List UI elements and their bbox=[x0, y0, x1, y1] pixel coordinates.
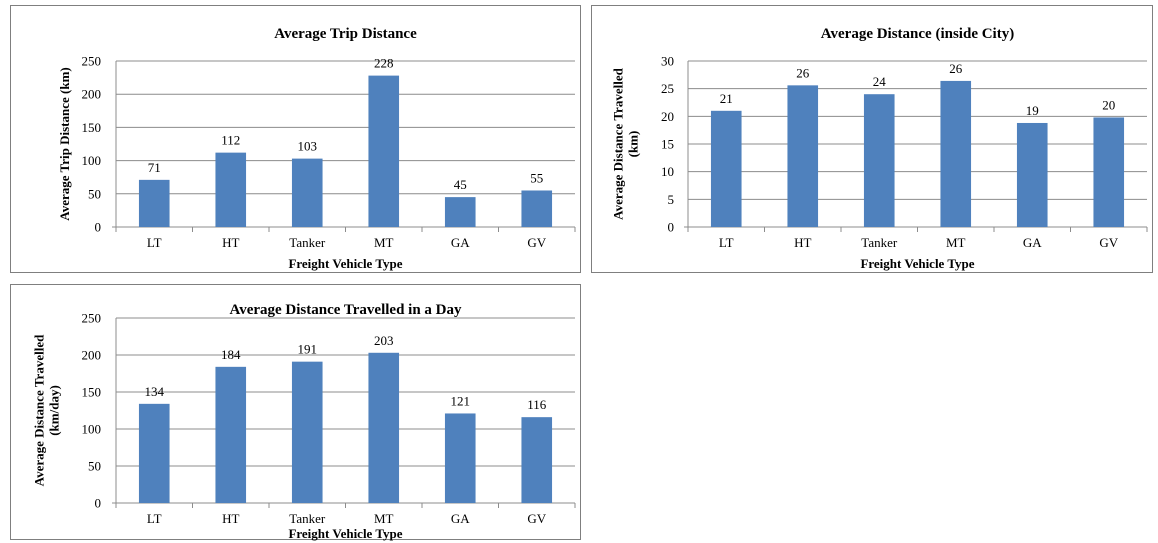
y-axis-label: Average Trip Distance (km) bbox=[57, 67, 72, 220]
bar-tanker bbox=[863, 94, 895, 227]
x-category-label: GV bbox=[1099, 235, 1118, 250]
chart-svg-distance-per-day: 0 50 100 150 200 250 LT 134 HT 184 Tanker 191 MT 203 G… bbox=[32, 302, 576, 541]
bar-ht bbox=[215, 366, 247, 503]
x-category-label: HT bbox=[794, 235, 811, 250]
x-category-label: LT bbox=[719, 235, 734, 250]
bar-gv bbox=[1093, 117, 1125, 227]
x-category-label: GV bbox=[527, 235, 546, 250]
x-category-label: MT bbox=[946, 235, 966, 250]
x-axis-label: Freight Vehicle Type bbox=[288, 256, 402, 271]
data-label: 112 bbox=[221, 133, 240, 148]
x-category-label: HT bbox=[222, 235, 239, 250]
y-tick-label: 5 bbox=[668, 192, 675, 207]
data-label: 26 bbox=[796, 65, 810, 80]
y-tick-label: 20 bbox=[661, 109, 674, 124]
y-axis-label: Average Distance Travelled bbox=[611, 67, 626, 219]
x-category-label: GV bbox=[527, 511, 546, 526]
data-label: 24 bbox=[873, 74, 887, 89]
data-label: 103 bbox=[298, 139, 318, 154]
x-category-label: LT bbox=[147, 235, 162, 250]
chart-title: Average Distance (inside City) bbox=[821, 26, 1014, 42]
data-label: 134 bbox=[145, 384, 165, 399]
y-axis-label: Average Distance Travelled bbox=[32, 334, 47, 486]
data-label: 26 bbox=[949, 61, 963, 76]
y-tick-label: 0 bbox=[95, 496, 102, 511]
chart-panel-distance-inside-city: 0 5 10 15 20 25 30 LT 21 HT 26 Tanker 24 MT 26 GA 19 GV 20… bbox=[591, 5, 1153, 273]
x-axis-label: Freight Vehicle Type bbox=[860, 256, 974, 271]
bar-ga bbox=[444, 197, 476, 227]
chart-title: Average Trip Distance bbox=[274, 26, 417, 42]
y-tick-label: 100 bbox=[82, 153, 102, 168]
bar-ga bbox=[444, 413, 476, 503]
x-category-label: GA bbox=[1023, 235, 1042, 250]
y-tick-label: 250 bbox=[82, 311, 102, 326]
x-category-label: Tanker bbox=[289, 235, 326, 250]
chart-panel-trip-distance: 0 50 100 150 200 250 LT 71 HT 112 Tanker 103 MT 228 GA… bbox=[10, 5, 581, 273]
bar-lt bbox=[138, 403, 170, 503]
y-tick-label: 150 bbox=[82, 120, 102, 135]
bar-mt bbox=[940, 80, 972, 227]
x-category-label: GA bbox=[451, 511, 470, 526]
bar-lt bbox=[710, 110, 742, 227]
bar-tanker bbox=[291, 361, 323, 503]
chart-svg-trip-distance: 0 50 100 150 200 250 LT 71 HT 112 Tanker 103 MT 228 GA… bbox=[57, 26, 576, 271]
y-axis-label: (km) bbox=[626, 131, 641, 158]
y-tick-label: 10 bbox=[661, 164, 674, 179]
bar-gv bbox=[521, 190, 553, 227]
data-label: 184 bbox=[221, 347, 241, 362]
bar-mt bbox=[368, 75, 400, 227]
data-label: 121 bbox=[451, 393, 471, 408]
x-category-label: HT bbox=[222, 511, 239, 526]
x-axis-label: Freight Vehicle Type bbox=[288, 526, 402, 541]
y-tick-label: 30 bbox=[661, 54, 674, 69]
data-label: 45 bbox=[454, 177, 467, 192]
x-category-label: MT bbox=[374, 235, 394, 250]
data-label: 71 bbox=[148, 160, 161, 175]
x-category-label: Tanker bbox=[289, 511, 326, 526]
y-tick-label: 0 bbox=[95, 220, 102, 235]
data-label: 228 bbox=[374, 56, 394, 71]
y-tick-label: 150 bbox=[82, 385, 102, 400]
y-tick-label: 50 bbox=[88, 459, 101, 474]
y-axis-label: (km/day) bbox=[47, 385, 62, 436]
data-label: 116 bbox=[527, 397, 547, 412]
y-tick-label: 200 bbox=[82, 348, 102, 363]
y-tick-label: 50 bbox=[88, 186, 101, 201]
x-category-label: LT bbox=[147, 511, 162, 526]
bar-gv bbox=[521, 417, 553, 503]
chart-svg-distance-inside-city: 0 5 10 15 20 25 30 LT 21 HT 26 Tanker 24 MT 26 GA 19 GV 20… bbox=[611, 26, 1148, 271]
bar-ht bbox=[215, 152, 247, 227]
bar-ga bbox=[1016, 122, 1048, 227]
x-category-label: MT bbox=[374, 511, 394, 526]
data-label: 19 bbox=[1026, 103, 1039, 118]
data-label: 55 bbox=[530, 170, 543, 185]
x-category-label: Tanker bbox=[861, 235, 898, 250]
chart-title: Average Distance Travelled in a Day bbox=[229, 302, 462, 318]
bar-ht bbox=[787, 85, 819, 227]
data-label: 191 bbox=[298, 342, 318, 357]
x-category-label: GA bbox=[451, 235, 470, 250]
data-label: 20 bbox=[1102, 97, 1115, 112]
y-tick-label: 200 bbox=[82, 87, 102, 102]
y-tick-label: 100 bbox=[82, 422, 102, 437]
y-tick-label: 25 bbox=[661, 81, 674, 96]
bar-tanker bbox=[291, 158, 323, 227]
bar-lt bbox=[138, 179, 170, 227]
data-label: 203 bbox=[374, 333, 394, 348]
y-tick-label: 15 bbox=[661, 137, 674, 152]
bar-mt bbox=[368, 352, 400, 503]
data-label: 21 bbox=[720, 91, 733, 106]
chart-panel-distance-per-day: 0 50 100 150 200 250 LT 134 HT 184 Tanker 191 MT 203 G… bbox=[10, 284, 581, 541]
y-tick-label: 0 bbox=[668, 220, 675, 235]
y-tick-label: 250 bbox=[82, 54, 102, 69]
